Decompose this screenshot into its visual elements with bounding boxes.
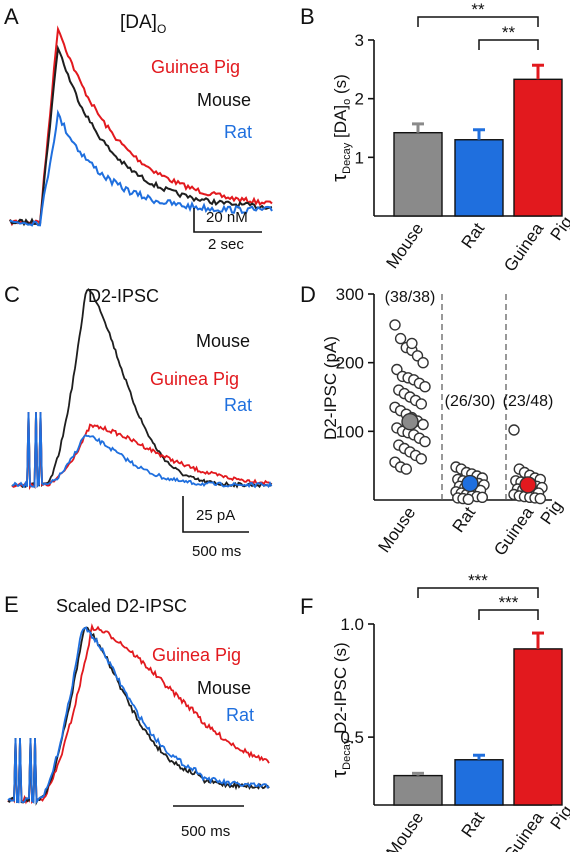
trace-c-mouse	[11, 288, 273, 490]
bar-mouse	[393, 774, 443, 806]
trace-label-rat-c: Rat	[224, 395, 252, 415]
bar-guinea-pig	[513, 78, 563, 217]
data-point	[508, 424, 520, 436]
x-tick-label: Mouse	[382, 219, 427, 272]
trace-label-guinea-pig-a: Guinea Pig	[151, 57, 240, 77]
data-point	[462, 493, 474, 505]
panel-f-letter: F	[300, 594, 313, 619]
count-label: (38/38)	[385, 289, 436, 306]
trace-e-mouse	[7, 626, 270, 806]
scale-bar-c	[182, 496, 249, 533]
significance-label: ***	[499, 593, 519, 612]
y-tick-label: 1.0	[340, 615, 364, 634]
data-point	[417, 357, 429, 369]
y-tick-label: 200	[336, 354, 364, 373]
trace-label-mouse-c: Mouse	[196, 331, 250, 351]
panel-e-letter: E	[4, 592, 19, 617]
panel-a-traces	[9, 25, 273, 227]
y-tick-label: 100	[336, 422, 364, 441]
scale-label-x-c: 500 ms	[192, 543, 241, 560]
scale-bar-a	[193, 208, 262, 233]
trace-label-rat-e: Rat	[226, 705, 254, 725]
trace-e-guinea-pig	[7, 623, 270, 805]
significance-bracket	[478, 609, 539, 620]
trace-label-mouse-e: Mouse	[197, 678, 251, 698]
significance-bracket	[478, 39, 539, 50]
trace-a-guinea-pig	[9, 25, 273, 227]
data-point	[417, 418, 429, 431]
panel-e-title: Scaled D2-IPSC	[56, 596, 187, 616]
trace-a-mouse	[9, 44, 273, 227]
trace-label-rat-a: Rat	[224, 122, 252, 142]
panel-c-letter: C	[4, 282, 20, 307]
data-point	[476, 491, 488, 503]
scale-label-x-e: 500 ms	[181, 823, 230, 840]
data-point	[415, 398, 427, 410]
panel-e-traces	[7, 623, 270, 806]
data-point	[406, 337, 418, 350]
mean-point	[461, 474, 479, 493]
data-point	[419, 381, 431, 393]
count-label: (23/48)	[503, 393, 554, 410]
scale-label-x-a: 2 sec	[208, 236, 244, 253]
trace-c-rat	[11, 411, 273, 489]
mean-point	[519, 476, 537, 494]
panel-f-ylabel: τDecay D2-IPSC (s)	[329, 642, 353, 777]
trace-label-guinea-pig-e: Guinea Pig	[152, 645, 241, 665]
y-tick-label: 0.5	[340, 728, 364, 747]
data-point	[534, 492, 546, 505]
y-tick-label: 3	[355, 31, 364, 50]
x-tick-label: Mouse	[382, 808, 427, 852]
panel-d-letter: D	[300, 282, 316, 307]
data-point	[400, 463, 412, 475]
panel-a: A [DA]O Guinea Pig Mouse Rat 20 nM 2 sec	[4, 4, 273, 253]
panel-b-letter: B	[300, 4, 315, 29]
trace-label-mouse-a: Mouse	[197, 90, 251, 110]
count-label: (26/30)	[445, 393, 496, 410]
significance-bracket	[417, 16, 539, 27]
significance-label: **	[471, 0, 485, 19]
panel-c-title: D2-IPSC	[88, 286, 159, 306]
mean-point	[401, 413, 419, 431]
x-tick-label: Mouse	[374, 503, 419, 556]
panel-c-traces	[11, 288, 273, 491]
data-point	[419, 435, 431, 448]
bar-mouse	[393, 131, 443, 217]
data-point	[394, 332, 407, 345]
bar-rat	[454, 139, 504, 217]
scale-label-y-a: 20 nM	[206, 209, 248, 226]
x-tick-label: Rat	[458, 219, 489, 252]
data-point	[415, 453, 427, 465]
trace-label-guinea-pig-c: Guinea Pig	[150, 369, 239, 389]
panel-e: E Scaled D2-IPSC Guinea Pig Mouse Rat 50…	[4, 592, 270, 840]
trace-a-rat	[9, 109, 273, 227]
y-tick-label: 2	[355, 90, 364, 109]
panel-a-letter: A	[4, 4, 19, 29]
x-tick-label: Rat	[458, 808, 489, 841]
y-tick-label: 1	[355, 148, 364, 167]
panel-a-title: [DA]O	[120, 12, 166, 36]
x-tick-label: Rat	[449, 503, 480, 536]
bar-rat	[454, 759, 504, 806]
bar-guinea-pig	[513, 648, 563, 806]
significance-label: **	[502, 23, 516, 42]
data-point	[389, 319, 401, 331]
significance-label: ***	[468, 571, 488, 590]
y-tick-label: 300	[336, 285, 364, 304]
scale-label-y-c: 25 pA	[196, 507, 235, 524]
significance-bracket	[417, 587, 539, 598]
panel-d-ylabel: D2-IPSC (pA)	[321, 336, 340, 440]
panel-d: D D2-IPSC (pA) 100 200 300 (38/38) (26/30) (2…	[300, 282, 567, 559]
panel-b-ylabel: τDecay [DA]o (s)	[329, 74, 353, 182]
trace-e-rat	[7, 626, 270, 805]
panel-c: C D2-IPSC Mouse Guinea Pig Rat 25 pA 500…	[4, 282, 273, 560]
